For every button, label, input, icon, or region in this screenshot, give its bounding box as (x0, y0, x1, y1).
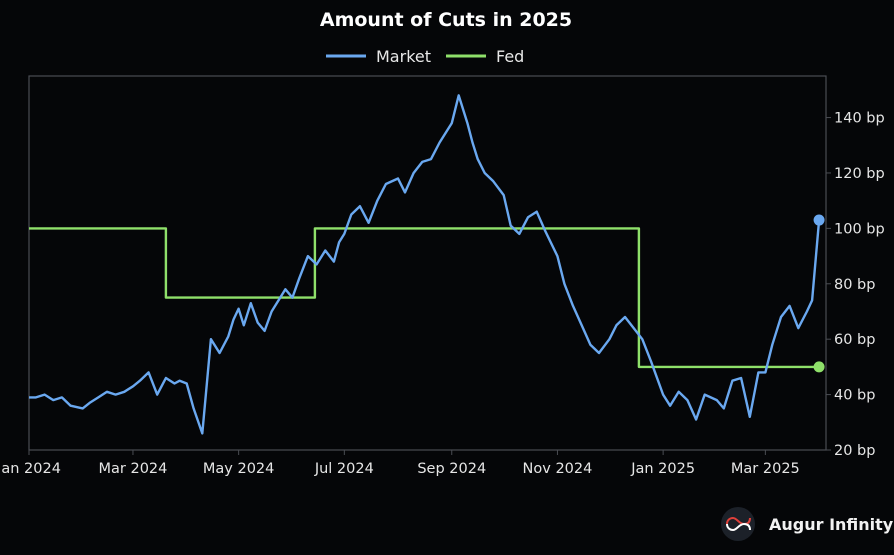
x-tick-label: Jan 2024 (0, 461, 61, 477)
y-tick-label: 40 bp (834, 388, 875, 404)
series-line-market (29, 94, 821, 435)
brand-name: Augur Infinity (769, 515, 894, 534)
brand-logo: Augur Infinity (721, 507, 894, 541)
x-tick-label: Jul 2024 (314, 461, 374, 477)
y-tick-label: 140 bp (834, 111, 885, 127)
legend-label-market: Market (376, 47, 431, 66)
series-end-marker-market (813, 214, 825, 226)
x-tick-label: Mar 2025 (731, 461, 800, 477)
x-tick-label: Mar 2024 (99, 461, 168, 477)
x-tick-label: Nov 2024 (523, 461, 593, 477)
x-tick-label: Jan 2025 (630, 461, 695, 477)
y-axis: 20 bp 40 bp 60 bp 80 bp 100 bp 120 bp 140 bp (826, 111, 885, 459)
infinity-logo-lower-stroke (726, 522, 751, 532)
series-layer (29, 94, 825, 435)
plot-frame (28, 75, 827, 451)
y-tick-label: 100 bp (834, 221, 885, 237)
chart-title: Amount of Cuts in 2025 (320, 9, 572, 31)
y-tick-label: 80 bp (834, 277, 875, 293)
y-tick-label: 20 bp (834, 443, 875, 459)
x-tick-label: May 2024 (203, 461, 275, 477)
x-tick-label: Sep 2024 (417, 461, 486, 477)
x-axis: Jan 2024 Mar 2024 May 2024 Jul 2024 Sep 2024… (0, 450, 800, 477)
series-end-marker-fed (813, 361, 825, 373)
y-tick-label: 60 bp (834, 332, 875, 348)
infinity-logo-upper-stroke (726, 516, 751, 526)
legend-label-fed: Fed (496, 47, 524, 66)
legend: Market Fed (326, 47, 524, 66)
y-tick-label: 120 bp (834, 166, 885, 182)
infinity-logo-icon (721, 507, 755, 541)
series-line-fed (29, 227, 820, 369)
